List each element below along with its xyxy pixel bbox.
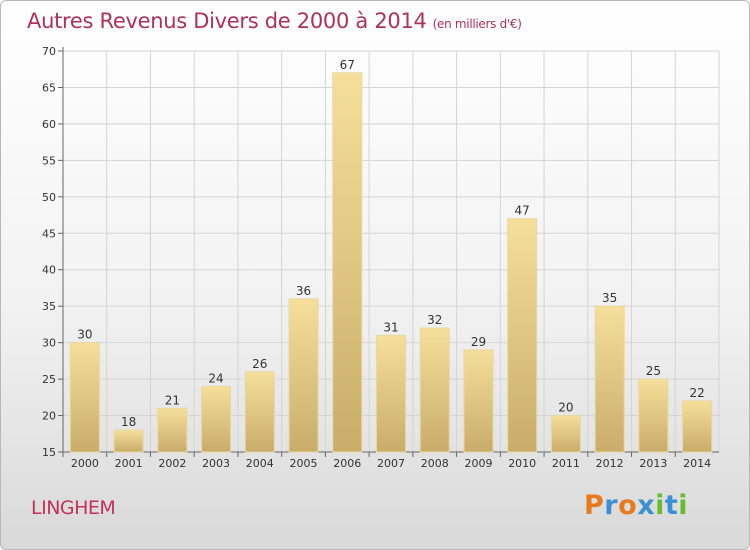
x-tick-label-2011: 2011	[552, 457, 580, 470]
y-tick-label-45: 45	[42, 227, 56, 240]
logo-letter: o	[618, 490, 638, 521]
logo-letter: r	[604, 490, 619, 521]
value-label-2005: 36	[296, 284, 311, 298]
logo-letter: P	[584, 490, 605, 521]
bar-2008	[419, 327, 450, 453]
value-label-2001: 18	[121, 415, 136, 429]
bar-2006	[332, 72, 363, 453]
y-tick-label-50: 50	[42, 191, 56, 204]
value-label-2006: 67	[340, 58, 355, 72]
logo-letter: i	[678, 490, 689, 521]
x-tick-label-2007: 2007	[377, 457, 405, 470]
chart-subtitle: (en milliers d'€)	[432, 17, 522, 31]
bar-2002	[157, 407, 188, 453]
value-label-2010: 47	[515, 204, 530, 218]
value-label-2009: 29	[471, 335, 486, 349]
place-name: LINGHEM	[31, 497, 116, 519]
logo-letter: t	[664, 490, 679, 521]
bar-2014	[682, 400, 713, 453]
labels: 15 20 25 30 35 40 45 50 55 60 65 70 30 2000 18 2001 21 20…	[42, 45, 711, 470]
x-tick-label-2012: 2012	[596, 457, 624, 470]
y-tick-label-20: 20	[42, 410, 56, 423]
bar-2003	[201, 385, 232, 453]
y-tick-label-65: 65	[42, 81, 56, 94]
value-label-2014: 22	[689, 386, 704, 400]
bar-2012	[594, 305, 625, 453]
x-tick-label-2009: 2009	[464, 457, 492, 470]
x-tick-label-2004: 2004	[246, 457, 274, 470]
bar-2004	[244, 371, 275, 453]
x-tick-label-2002: 2002	[158, 457, 186, 470]
y-tick-label-35: 35	[42, 300, 56, 313]
x-tick-label-2001: 2001	[115, 457, 143, 470]
y-tick-label-60: 60	[42, 118, 56, 131]
y-tick-label-40: 40	[42, 264, 56, 277]
bar-2009	[463, 349, 494, 453]
x-tick-label-2008: 2008	[421, 457, 449, 470]
bar-2011	[550, 415, 581, 453]
value-label-2011: 20	[558, 401, 573, 415]
logo-letter: x	[637, 490, 656, 521]
y-tick-label-15: 15	[42, 446, 56, 459]
bar-2001	[113, 429, 144, 453]
proxiti-logo: Proxiti	[584, 490, 688, 521]
x-tick-label-2000: 2000	[71, 457, 99, 470]
x-tick-label-2003: 2003	[202, 457, 230, 470]
value-label-2003: 24	[208, 371, 223, 385]
bar-2005	[288, 298, 319, 453]
chart-title: Autres Revenus Divers de 2000 à 2014 (en …	[27, 9, 522, 33]
y-tick-label-70: 70	[42, 45, 56, 58]
x-tick-label-2005: 2005	[290, 457, 318, 470]
x-tick-label-2013: 2013	[639, 457, 667, 470]
y-tick-label-55: 55	[42, 154, 56, 167]
value-label-2012: 35	[602, 291, 617, 305]
x-tick-label-2010: 2010	[508, 457, 536, 470]
value-label-2008: 32	[427, 313, 442, 327]
value-label-2002: 21	[165, 393, 180, 407]
bar-2000	[69, 342, 100, 453]
bar-2010	[507, 218, 538, 453]
x-tick-label-2006: 2006	[333, 457, 361, 470]
y-tick-label-25: 25	[42, 373, 56, 386]
value-label-2013: 25	[646, 364, 661, 378]
logo-letter: i	[655, 490, 665, 521]
chart-title-text: Autres Revenus Divers de 2000 à 2014	[27, 9, 427, 33]
value-label-2007: 31	[383, 320, 398, 334]
value-label-2004: 26	[252, 357, 267, 371]
bar-2013	[638, 378, 669, 453]
y-tick-label-30: 30	[42, 337, 56, 350]
x-tick-label-2014: 2014	[683, 457, 711, 470]
bars	[69, 72, 713, 453]
value-label-2000: 30	[77, 328, 92, 342]
bar-2007	[376, 334, 406, 453]
